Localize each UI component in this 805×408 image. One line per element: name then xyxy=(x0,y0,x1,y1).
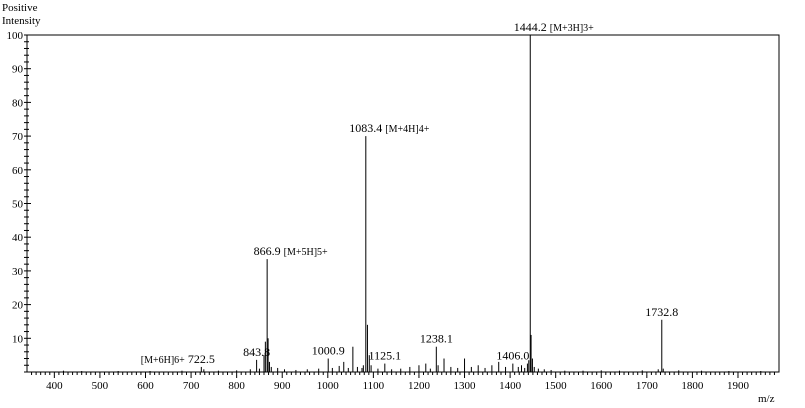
x-tick-label: 800 xyxy=(228,380,245,392)
x-tick-label: 900 xyxy=(274,380,291,392)
y-axis-title: Positive Intensity xyxy=(2,2,41,28)
x-tick-label: 1300 xyxy=(454,380,477,392)
y-tick-label: 50 xyxy=(12,199,24,211)
peak-label: 722.5 xyxy=(188,352,215,366)
peak-label: 1732.8 xyxy=(645,305,678,319)
x-tick-label: 1000 xyxy=(317,380,340,392)
x-tick-label: 1900 xyxy=(727,380,750,392)
y-tick-label: 30 xyxy=(12,266,24,278)
x-tick-label: 1500 xyxy=(545,380,568,392)
peak-label: 866.9 xyxy=(254,244,281,258)
y-axis-title-line1: Positive xyxy=(2,2,38,14)
x-tick-label: 1400 xyxy=(499,380,522,392)
x-tick-label: 400 xyxy=(46,380,63,392)
y-axis-title-line2: Intensity xyxy=(2,15,41,27)
peaks xyxy=(62,35,762,372)
x-tick-label: 1600 xyxy=(590,380,613,392)
x-axis-title: m/z xyxy=(758,393,775,405)
y-tick-label: 100 xyxy=(7,30,24,42)
ion-annotation: [M+6H]6+ xyxy=(141,355,185,366)
peak-label: 1238.1 xyxy=(420,332,453,346)
x-tick-label: 500 xyxy=(92,380,109,392)
plot-frame xyxy=(26,34,780,373)
ion-annotation: [M+3H]3+ xyxy=(550,23,594,34)
x-tick-label: 700 xyxy=(183,380,200,392)
peak-labels: 722.5[M+6H]6+ 843.8 866.9 [M+5H]5+ 1000.9 108… xyxy=(141,20,679,366)
axes: 10 20 30 40 50 60 70 80 90 100 400 500 600 700 800 900 1… xyxy=(7,30,780,392)
peak-label: 843.8 xyxy=(243,345,270,359)
ion-annotation: [M+5H]5+ xyxy=(284,247,328,258)
y-tick-label: 70 xyxy=(12,131,24,143)
x-tick-label: 1700 xyxy=(636,380,659,392)
peak-label: 1000.9 xyxy=(312,344,345,358)
x-tick-label: 600 xyxy=(137,380,154,392)
y-tick-label: 90 xyxy=(12,64,24,76)
ion-annotation: [M+4H]4+ xyxy=(385,124,429,135)
y-tick-label: 40 xyxy=(12,232,24,244)
x-tick-label: 1100 xyxy=(363,380,385,392)
x-tick-label: 1200 xyxy=(408,380,431,392)
peak-label: 1083.4 xyxy=(349,121,382,135)
x-tick-label: 1800 xyxy=(681,380,704,392)
peak-label: 1125.1 xyxy=(369,349,402,363)
y-tick-label: 20 xyxy=(12,300,24,312)
peak-label: 1444.2 xyxy=(514,20,547,34)
y-tick-label: 60 xyxy=(12,165,24,177)
peak-label: 1406.0 xyxy=(496,349,529,363)
y-tick-label: 10 xyxy=(12,333,24,345)
y-tick-label: 80 xyxy=(12,97,24,109)
